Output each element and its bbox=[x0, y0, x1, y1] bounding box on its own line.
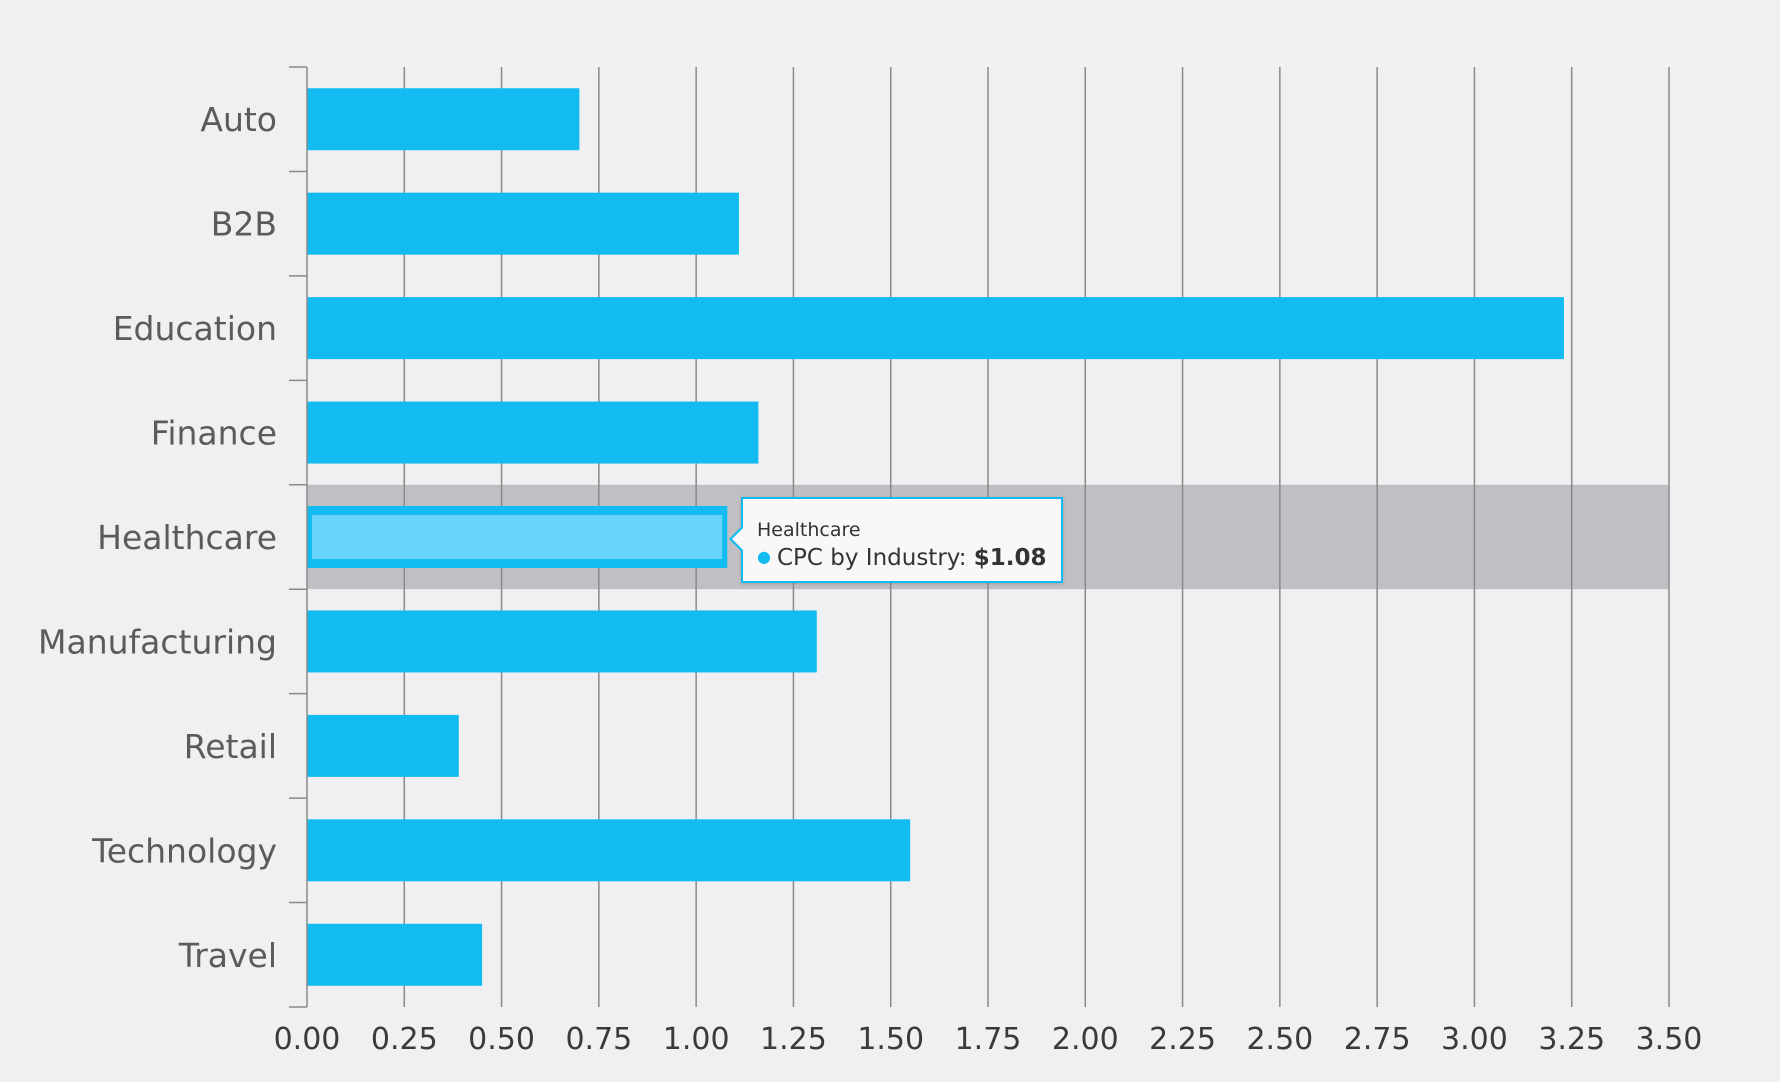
bar-education[interactable] bbox=[307, 297, 1564, 360]
category-label: Travel bbox=[178, 936, 277, 975]
category-label: Auto bbox=[200, 100, 277, 139]
bar-manufacturing[interactable] bbox=[307, 610, 817, 673]
x-tick-label: 1.00 bbox=[663, 1022, 730, 1057]
category-label: Technology bbox=[91, 831, 277, 870]
x-tick-label: 0.00 bbox=[274, 1022, 341, 1057]
x-tick-label: 3.25 bbox=[1538, 1022, 1605, 1057]
bar-finance[interactable] bbox=[307, 401, 759, 464]
x-tick-label: 3.00 bbox=[1441, 1022, 1508, 1057]
tooltip-series-label: CPC by Industry: bbox=[776, 545, 967, 571]
x-tick-label: 2.75 bbox=[1344, 1022, 1411, 1057]
x-tick-label: 0.50 bbox=[468, 1022, 535, 1057]
category-label: Healthcare bbox=[97, 518, 277, 557]
category-label: Retail bbox=[184, 727, 277, 766]
bar-travel[interactable] bbox=[307, 923, 483, 986]
category-label: Finance bbox=[151, 414, 277, 453]
x-tick-label: 1.25 bbox=[760, 1022, 827, 1057]
x-tick-label: 2.50 bbox=[1246, 1022, 1313, 1057]
category-label: Education bbox=[113, 309, 277, 348]
bar-retail[interactable] bbox=[307, 714, 459, 777]
x-tick-label: 0.25 bbox=[371, 1022, 438, 1057]
x-tick-label: 1.75 bbox=[955, 1022, 1022, 1057]
category-label: B2B bbox=[211, 205, 277, 244]
series-dot-icon: ● bbox=[757, 547, 771, 566]
x-tick-label: 2.00 bbox=[1052, 1022, 1119, 1057]
bar-highlight-healthcare bbox=[312, 515, 723, 559]
category-label: Manufacturing bbox=[38, 622, 277, 661]
tooltip-value: $1.08 bbox=[973, 545, 1047, 571]
tooltip-series-row: ● CPC by Industry: $1.08 bbox=[757, 545, 1047, 571]
x-tick-label: 2.25 bbox=[1149, 1022, 1216, 1057]
bar-technology[interactable] bbox=[307, 819, 911, 882]
bar-b2b[interactable] bbox=[307, 192, 739, 255]
x-tick-label: 3.50 bbox=[1636, 1022, 1703, 1057]
bar-auto[interactable] bbox=[307, 88, 580, 151]
x-tick-label: 0.75 bbox=[565, 1022, 632, 1057]
tooltip-category: Healthcare bbox=[757, 519, 861, 541]
tooltip: Healthcare ● CPC by Industry: $1.08 bbox=[729, 497, 1063, 583]
x-tick-label: 1.50 bbox=[857, 1022, 924, 1057]
